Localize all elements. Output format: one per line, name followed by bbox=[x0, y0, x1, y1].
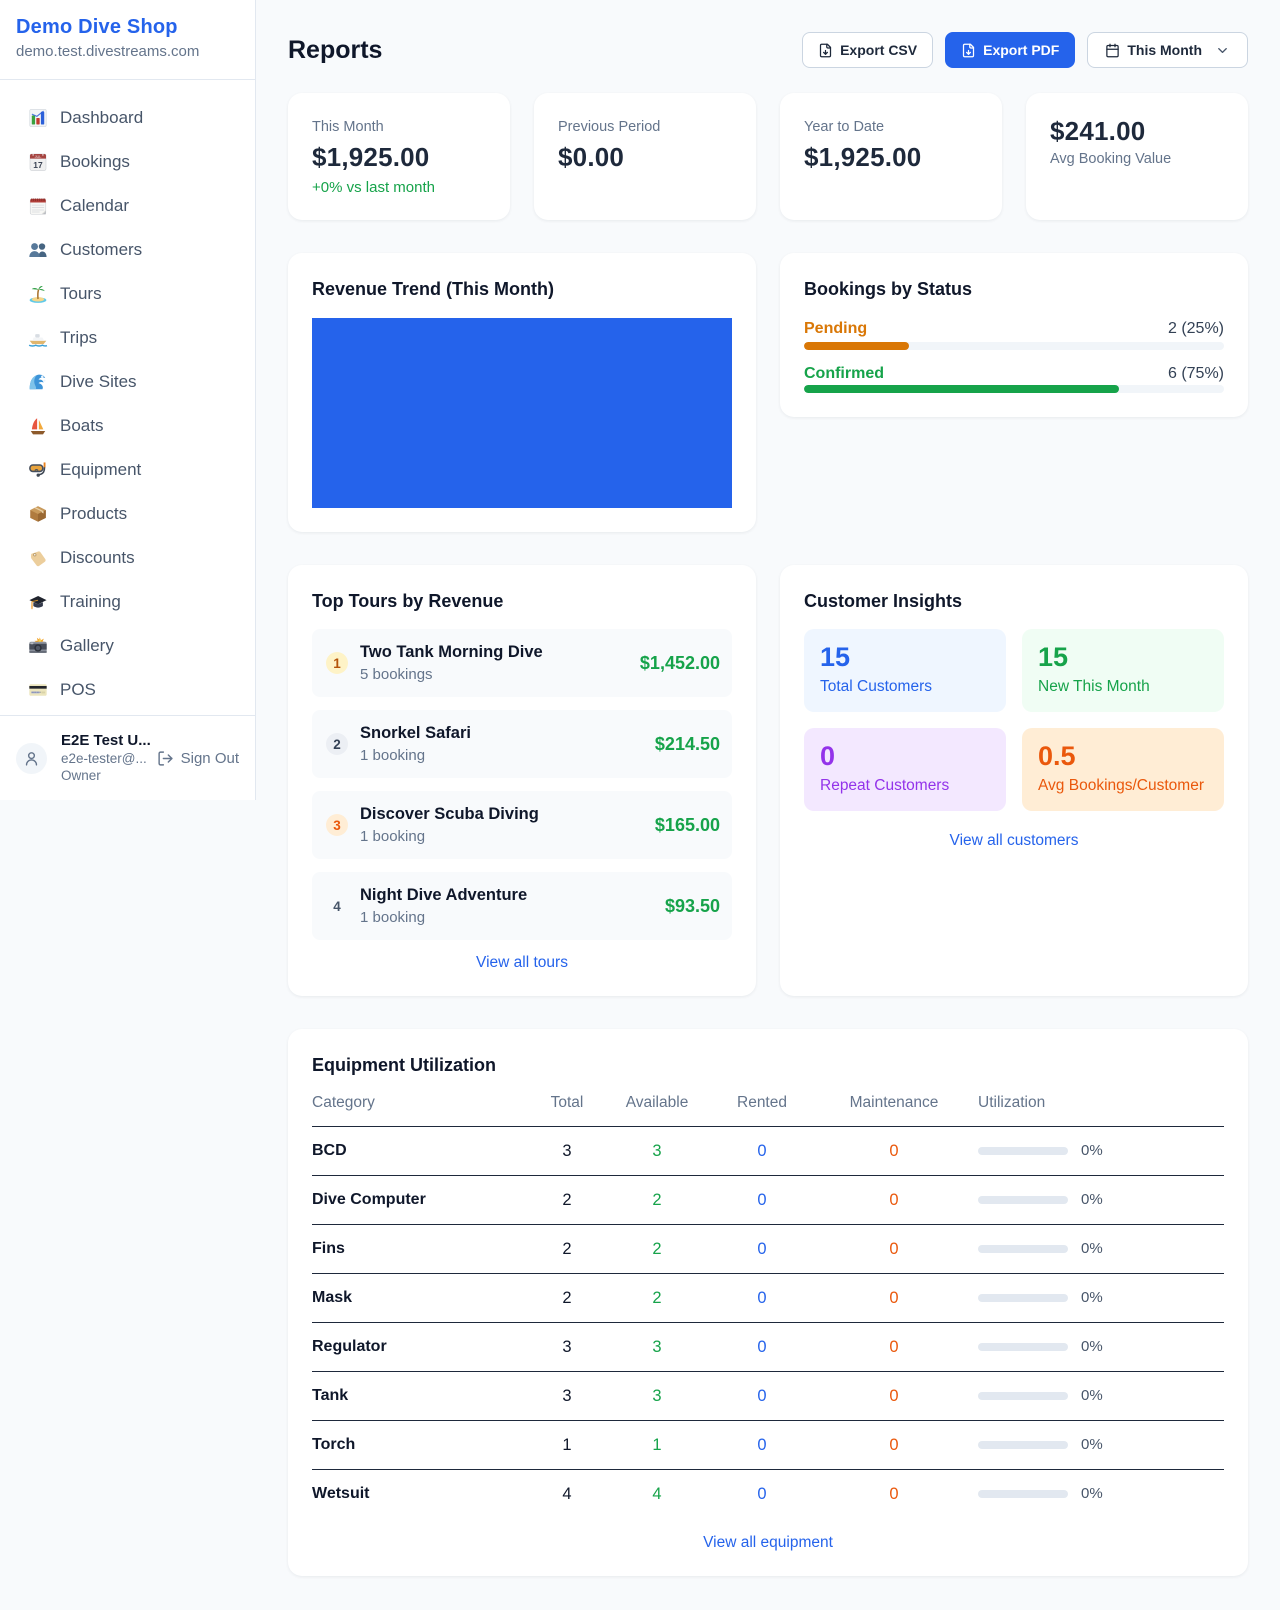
svg-text:JUL: JUL bbox=[35, 155, 42, 159]
svg-text:17: 17 bbox=[33, 160, 43, 170]
svg-text:0000 0000: 0000 0000 bbox=[32, 692, 42, 694]
